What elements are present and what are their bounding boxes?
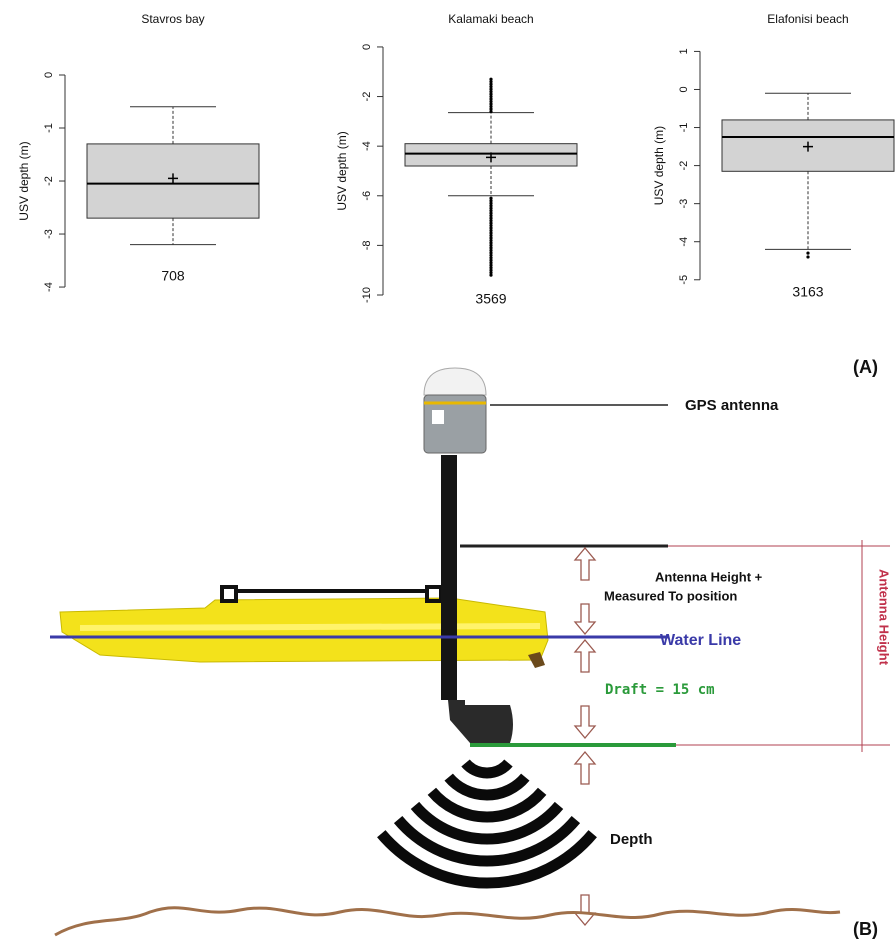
label: GPS antenna bbox=[685, 397, 779, 414]
panel-label: (A) bbox=[853, 357, 878, 377]
sample-size: 3163 bbox=[792, 284, 823, 300]
transducer bbox=[448, 700, 513, 743]
sample-size: 3569 bbox=[475, 291, 506, 307]
y-tick-label: -3 bbox=[678, 199, 690, 209]
gps-panel bbox=[432, 410, 444, 424]
arrow-down bbox=[575, 706, 595, 738]
mount bbox=[222, 587, 236, 601]
chart-title: Elafonisi beach bbox=[767, 12, 848, 26]
y-axis-label: USV depth (m) bbox=[335, 131, 349, 210]
y-tick-label: 0 bbox=[43, 72, 55, 78]
y-tick-label: -4 bbox=[43, 282, 55, 292]
outlier bbox=[806, 252, 809, 255]
seabed bbox=[55, 908, 840, 935]
y-tick-label: 1 bbox=[678, 48, 690, 54]
outlier bbox=[489, 274, 492, 277]
label: Depth bbox=[610, 831, 653, 848]
sonar-arc bbox=[449, 777, 526, 795]
panel-label: (B) bbox=[853, 919, 878, 939]
box-plot bbox=[722, 93, 894, 258]
y-tick-label: -2 bbox=[678, 161, 690, 171]
y-tick-label: -1 bbox=[43, 123, 55, 133]
y-tick-label: -5 bbox=[678, 275, 690, 285]
label: Antenna Height + bbox=[655, 569, 763, 584]
figure: (A) (B) bbox=[0, 0, 895, 945]
y-tick-label: -1 bbox=[678, 123, 690, 133]
label: Water Line bbox=[660, 632, 741, 649]
sample-size: 708 bbox=[161, 268, 185, 284]
y-axis-label: USV depth (m) bbox=[652, 126, 666, 205]
gps-dome bbox=[424, 368, 486, 395]
outlier bbox=[806, 255, 809, 258]
y-tick-label: -3 bbox=[43, 229, 55, 239]
arrow-up bbox=[575, 640, 595, 672]
arrow-down bbox=[575, 604, 595, 634]
y-tick-label: 0 bbox=[678, 86, 690, 92]
y-tick-label: -4 bbox=[678, 237, 690, 247]
pole bbox=[441, 455, 457, 700]
sonar-waves bbox=[381, 763, 592, 883]
page: {"chart_data": [ {"type": "box", "title"… bbox=[0, 0, 895, 945]
y-tick-label: -8 bbox=[361, 240, 373, 250]
label: Draft = 15 cm bbox=[605, 682, 715, 698]
diagram: GPS antenna Antenna Height + Measured To… bbox=[50, 368, 892, 935]
outlier bbox=[489, 110, 492, 113]
chart-title: Kalamaki beach bbox=[448, 12, 533, 26]
arrow-up bbox=[575, 548, 595, 580]
arrow-down bbox=[575, 895, 595, 925]
box-plot bbox=[87, 107, 259, 245]
y-axis-label: USV depth (m) bbox=[17, 141, 31, 220]
chart-title: Stavros bay bbox=[141, 12, 204, 26]
label: Antenna Height bbox=[877, 569, 892, 666]
hull-highlight bbox=[80, 626, 540, 628]
y-tick-label: -2 bbox=[361, 92, 373, 102]
box-plot bbox=[405, 78, 577, 277]
y-tick-label: -2 bbox=[43, 176, 55, 186]
y-tick-label: -4 bbox=[361, 141, 373, 151]
arrow-up bbox=[575, 752, 595, 784]
label: Measured To position bbox=[604, 588, 737, 603]
y-tick-label: -6 bbox=[361, 191, 373, 201]
y-tick-label: 0 bbox=[361, 44, 373, 50]
y-tick-label: -10 bbox=[361, 287, 373, 303]
sonar-arc bbox=[466, 763, 509, 773]
